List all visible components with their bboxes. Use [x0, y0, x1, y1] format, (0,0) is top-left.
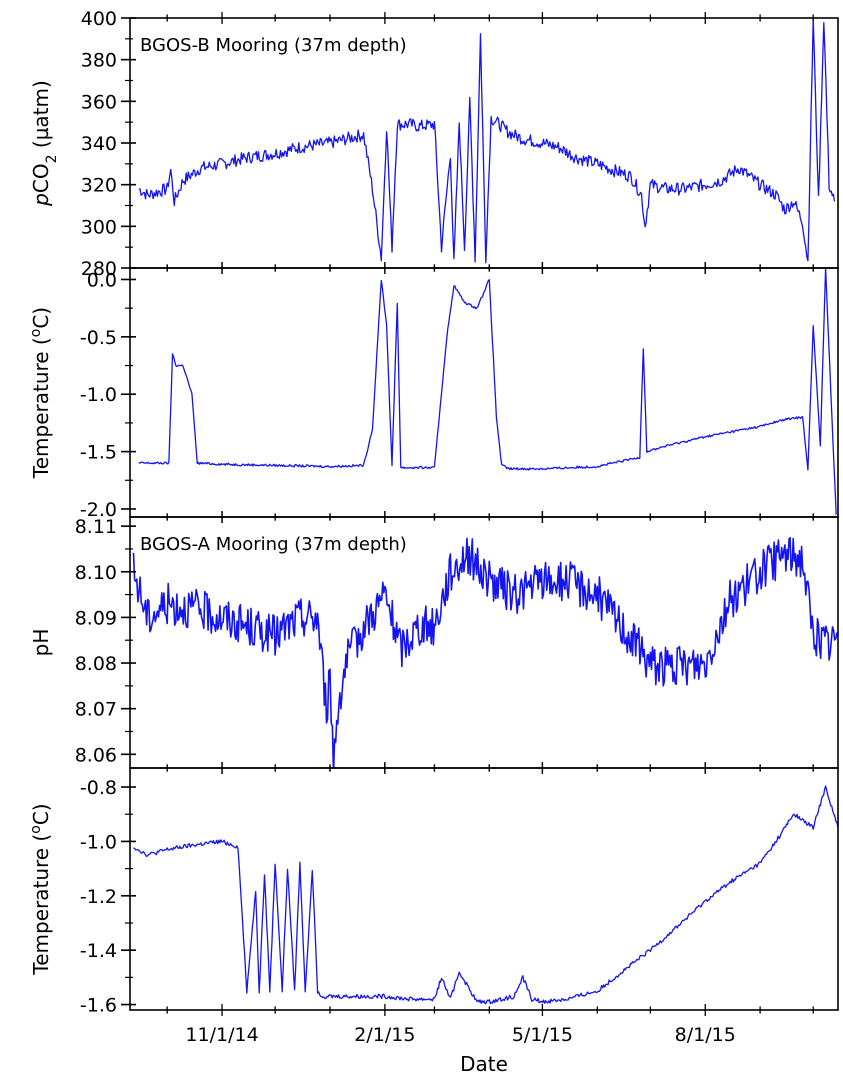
panel-annotation: BGOS-A Mooring (37m depth)	[140, 534, 407, 555]
y-tick-label: -1.0	[80, 384, 117, 406]
y-tick-label: -1.6	[80, 995, 117, 1017]
x-tick-label: 8/1/15	[675, 1024, 736, 1046]
y-tick-label: 340	[81, 133, 117, 155]
y-tick-label: 8.07	[75, 699, 117, 721]
series-line	[138, 18, 836, 264]
panel-1: 280 300 320 340 360 380 400 BGOS-B Mooring (37m…	[29, 8, 839, 280]
x-tick-label: 11/1/14	[185, 1024, 258, 1046]
plot-frame	[129, 267, 839, 518]
y-tick-label: 280	[81, 258, 117, 280]
plot-frame	[129, 767, 839, 1011]
y-tick-label: 0.0	[87, 269, 117, 291]
y-tick-label: 8.10	[75, 562, 117, 584]
x-tick-label: 2/1/15	[354, 1024, 415, 1046]
y-tick-label: -2.0	[80, 499, 117, 521]
y-tick-label: 400	[81, 8, 117, 30]
panel-2: -2.0 -1.5 -1.0 -0.5 0.0 Temperature (oC)	[28, 262, 839, 523]
series-line	[133, 785, 838, 1005]
panel-annotation: BGOS-B Mooring (37m depth)	[140, 35, 407, 56]
y-tick-label: 360	[81, 91, 117, 113]
y-tick-label: -1.4	[80, 940, 117, 962]
y-tick-label: 8.08	[75, 653, 117, 675]
series-line	[132, 536, 838, 768]
y-tick-label: 380	[81, 50, 117, 72]
panel-3: 8.06 8.07 8.08 8.09 8.10 8.11 BGOS-A Mooring (…	[29, 511, 839, 774]
y-tick-label: 8.06	[75, 744, 117, 766]
panel-4: -1.6 -1.4 -1.2 -1.0 -0.8 Temperature (oC)	[28, 762, 839, 1017]
y-tick-label: -1.2	[80, 886, 117, 908]
series-line	[138, 268, 837, 515]
y-axis-title: pCO2 (µatm)	[29, 80, 60, 207]
y-tick-label: -0.5	[80, 327, 117, 349]
y-tick-label: -1.5	[80, 442, 117, 464]
y-axis-title: Temperature (oC)	[28, 307, 53, 479]
y-axis-title: Temperature (oC)	[28, 803, 53, 975]
x-axis-title: Date	[460, 1052, 508, 1076]
y-axis-title: pH	[29, 629, 53, 657]
x-tick-label: 5/1/15	[512, 1024, 573, 1046]
y-tick-label: 300	[81, 216, 117, 238]
y-tick-label: -1.0	[80, 831, 117, 853]
y-tick-label: 320	[81, 175, 117, 197]
y-tick-label: -0.8	[80, 777, 117, 799]
y-tick-label: 8.11	[75, 516, 117, 538]
y-tick-label: 8.09	[75, 607, 117, 629]
